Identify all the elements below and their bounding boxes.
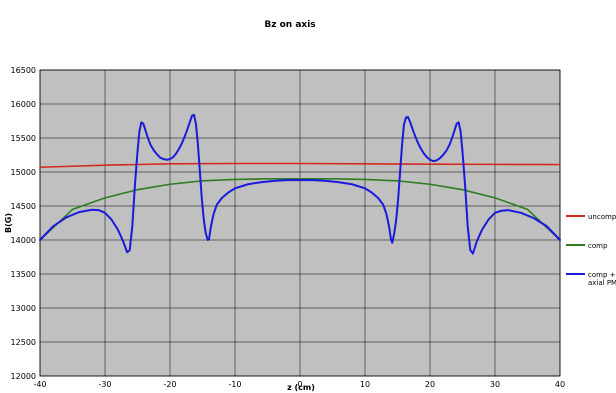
x-tick-label: -30 [98, 380, 111, 389]
plot-border [39, 69, 561, 377]
y-tick-label: 13000 [11, 304, 36, 313]
y-tick-label: 13500 [11, 270, 36, 279]
x-axis-title: z (cm) [287, 383, 315, 392]
legend: uncomp comp comp + axial PM [566, 213, 616, 287]
y-tick-label: 15500 [11, 134, 36, 143]
x-tick-label: 30 [490, 380, 500, 389]
y-tick-label: 16500 [11, 66, 36, 75]
x-tick-label: -40 [33, 380, 46, 389]
x-tick-label: -20 [163, 380, 176, 389]
series-layer [39, 113, 561, 255]
chart-title: Bz on axis [264, 20, 315, 30]
legend-label-uncomp: uncomp [588, 213, 616, 221]
x-tick-label: 10 [360, 380, 370, 389]
series-line-comp [39, 178, 561, 241]
y-tick-label: 12000 [11, 372, 36, 381]
x-tick-label: -10 [228, 380, 241, 389]
series-line-uncomp [39, 162, 561, 169]
x-tick-label: 0 [297, 380, 302, 389]
series-line-comp-axial-pm [39, 113, 561, 255]
x-tick-label: 20 [425, 380, 435, 389]
tick-layer: 12000 12500 13000 13500 14000 14500 15000 15500… [11, 66, 566, 389]
grid-layer [39, 69, 561, 377]
x-tick-label: 40 [555, 380, 565, 389]
y-axis-title: B(G) [4, 213, 13, 233]
y-tick-label: 15000 [11, 168, 36, 177]
legend-label-comp-axial-pm: comp + axial PM [588, 271, 616, 287]
y-tick-label: 14500 [11, 202, 36, 211]
y-tick-label: 12500 [11, 338, 36, 347]
y-tick-label: 16000 [11, 100, 36, 109]
y-tick-label: 14000 [11, 236, 36, 245]
legend-label-comp: comp [588, 242, 608, 250]
